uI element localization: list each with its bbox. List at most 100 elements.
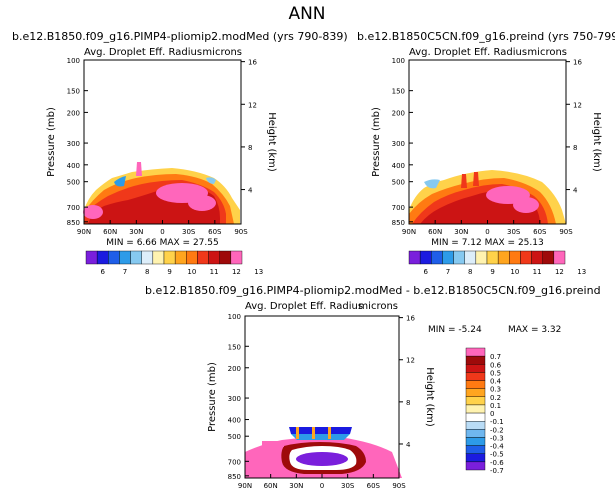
panel-3-y2-tick-label: 4 — [406, 441, 411, 449]
panel-3-colorbar-label: 0 — [490, 410, 494, 418]
panel-3-title: b.e12.B1850.f09_g16.PIMP4-pliomip2.modMe… — [145, 284, 601, 297]
panel-1-stats: MIN = 6.66 MAX = 27.55 — [106, 238, 218, 248]
panel-2-y-tick-label: 100 — [392, 57, 405, 65]
panel-2-y-tick-label: 850 — [392, 219, 405, 227]
panel-2-y-tick-label: 500 — [392, 179, 405, 187]
panel-1-colorbar-cell — [186, 250, 198, 265]
panel-1-y-tick-label: 200 — [67, 109, 80, 117]
panel-1-colorbar-cell — [197, 250, 209, 265]
panel-3-y-tick-label: 100 — [228, 313, 241, 321]
panel-3-x-tick-label: 90N — [238, 482, 252, 490]
panel-1-y-tick-label: 100 — [67, 57, 80, 65]
panel-1-y2-axis-label: Height (km) — [266, 112, 277, 172]
panel-2-x-tick-label: 0 — [485, 228, 489, 236]
panel-1-y-tick-label: 850 — [67, 219, 80, 227]
panel-2-plot-fill — [409, 170, 566, 224]
panel-1-colorbar-label: 10 — [187, 268, 196, 276]
panel-2-y-tick-label: 400 — [392, 162, 405, 170]
panel-2-y2-tick-label: 8 — [573, 144, 577, 152]
panel-1-colorbar-cell — [130, 250, 142, 265]
panel-2-colorbar-cell — [531, 250, 543, 265]
panel-3-colorbar-label: 0.6 — [490, 361, 502, 369]
panel-2-colorbar-cell — [497, 250, 510, 265]
panel-1-plot-fill — [83, 162, 240, 224]
panel-1-x-tick-label: 0 — [160, 228, 164, 236]
panel-3-colorbar-cell — [465, 380, 486, 389]
panel-1-units: microns — [202, 47, 242, 58]
panel-1-colorbar-cell — [96, 250, 109, 265]
panel-1-y-tick-label: 500 — [67, 179, 80, 187]
panel-3-x-tick-label: 0 — [320, 482, 324, 490]
panel-1-y-axis-label: Pressure (mb) — [46, 107, 57, 177]
panel-2-y-tick-label: 300 — [392, 140, 405, 148]
panel-2-stats: MIN = 7.12 MAX = 25.13 — [431, 238, 543, 248]
panel-3-y2-tick-label: 16 — [406, 315, 415, 323]
panel-2-colorbar-cell — [419, 250, 432, 265]
panel-1-colorbar-label: 6 — [100, 268, 105, 276]
panel-3-y-tick-label: 500 — [228, 433, 241, 441]
panel-3-plot-fill — [245, 427, 402, 478]
panel-3-y-tick-label: 300 — [228, 395, 241, 403]
panel-3-colorbar-cell — [465, 372, 486, 381]
panel-1-colorbar-cell — [174, 250, 187, 265]
panel-3-y2-tick-label: 12 — [406, 357, 415, 365]
panel-2-colorbar-cell — [542, 250, 555, 265]
panel-1-colorbar-cell — [152, 250, 165, 265]
panel-3-colorbar-label: -0.6 — [490, 459, 504, 467]
panel-3-y-tick-label: 850 — [228, 473, 241, 481]
panel-1-y-tick-label: 300 — [67, 140, 80, 148]
panel-3-colorbar-label: 0.3 — [490, 386, 501, 394]
panel-3-x-tick-label: 30S — [341, 482, 355, 490]
panel-3-colorbar-label: 0.7 — [490, 353, 501, 361]
panel-3-colorbar-label: -0.5 — [490, 451, 504, 459]
panel-2-colorbar-cell — [553, 250, 566, 265]
panel-2-colorbar-cell — [464, 250, 477, 265]
panel-1-y-tick-label: 400 — [67, 162, 80, 170]
panel-1-x-tick-label: 60S — [208, 228, 222, 236]
panel-3-colorbar-cell — [465, 429, 486, 438]
panel-1-colorbar-label: 13 — [254, 268, 263, 276]
panel-2-colorbar-cell — [442, 250, 454, 265]
panel-1-colorbar-label: 12 — [232, 268, 241, 276]
panel-3-y-tick-label: 200 — [228, 365, 241, 373]
panel-2-colorbar-cell — [509, 250, 521, 265]
panel-1-x-tick-label: 30N — [129, 228, 143, 236]
panel-2-colorbar-label: 10 — [510, 268, 519, 276]
panel-3: b.e12.B1850.f09_g16.PIMP4-pliomip2.modMe… — [145, 284, 601, 479]
panel-3-x-tick-label: 60S — [367, 482, 381, 490]
panel-3-colorbar-cell — [465, 364, 486, 373]
panel-3-colorbar-cell — [465, 355, 486, 365]
panel-2-title: b.e12.B1850C5CN.f09_g16.preind (yrs 750-… — [357, 30, 615, 43]
panel-2-subtitle: Avg. Droplet Eff. Radius — [409, 47, 527, 58]
panel-3-y2-tick-label: 8 — [406, 399, 410, 407]
panel-2-colorbar-label: 12 — [555, 268, 564, 276]
panel-2-colorbar-cell — [453, 250, 465, 265]
panel-1-y2-tick-label: 8 — [248, 144, 252, 152]
panel-1-colorbar-cell — [119, 250, 131, 265]
panel-1-colorbar-label: 9 — [167, 268, 171, 276]
panel-3-subtitle: Avg. Droplet Eff. Radius — [245, 301, 363, 312]
panel-3-colorbar-cell — [465, 347, 486, 357]
panel-2-x-tick-label: 30S — [507, 228, 521, 236]
panel-3-x-tick-label: 90S — [392, 482, 406, 490]
panel-3-colorbar-cell — [465, 421, 486, 430]
panel-3-colorbar-cell — [465, 412, 486, 422]
panel-2-colorbar-cell — [475, 250, 488, 265]
panel-2-x-tick-label: 90N — [402, 228, 416, 236]
panel-2-colorbar-cell — [431, 250, 443, 265]
panel-1: b.e12.B1850.f09_g16.PIMP4-pliomip2.modMe… — [12, 30, 348, 225]
panel-2-units: microns — [527, 47, 567, 58]
panel-2-colorbar-label: 9 — [490, 268, 494, 276]
panel-2-x-tick-label: 60S — [533, 228, 547, 236]
panel-1-colorbar-cell — [219, 250, 232, 265]
panel-3-colorbar-cell — [465, 396, 486, 406]
panel-1-colorbar-cell — [163, 250, 176, 265]
panel-1-y2-tick-label: 12 — [248, 101, 257, 109]
panel-2-colorbar-label: 11 — [533, 268, 542, 276]
panel-2-y-tick-label: 700 — [392, 204, 405, 212]
panel-3-colorbar-label: 0.5 — [490, 369, 501, 377]
panel-1-x-tick-label: 90S — [234, 228, 248, 236]
panel-2-x-tick-label: 60N — [428, 228, 442, 236]
panel-1-x-tick-label: 30S — [182, 228, 196, 236]
